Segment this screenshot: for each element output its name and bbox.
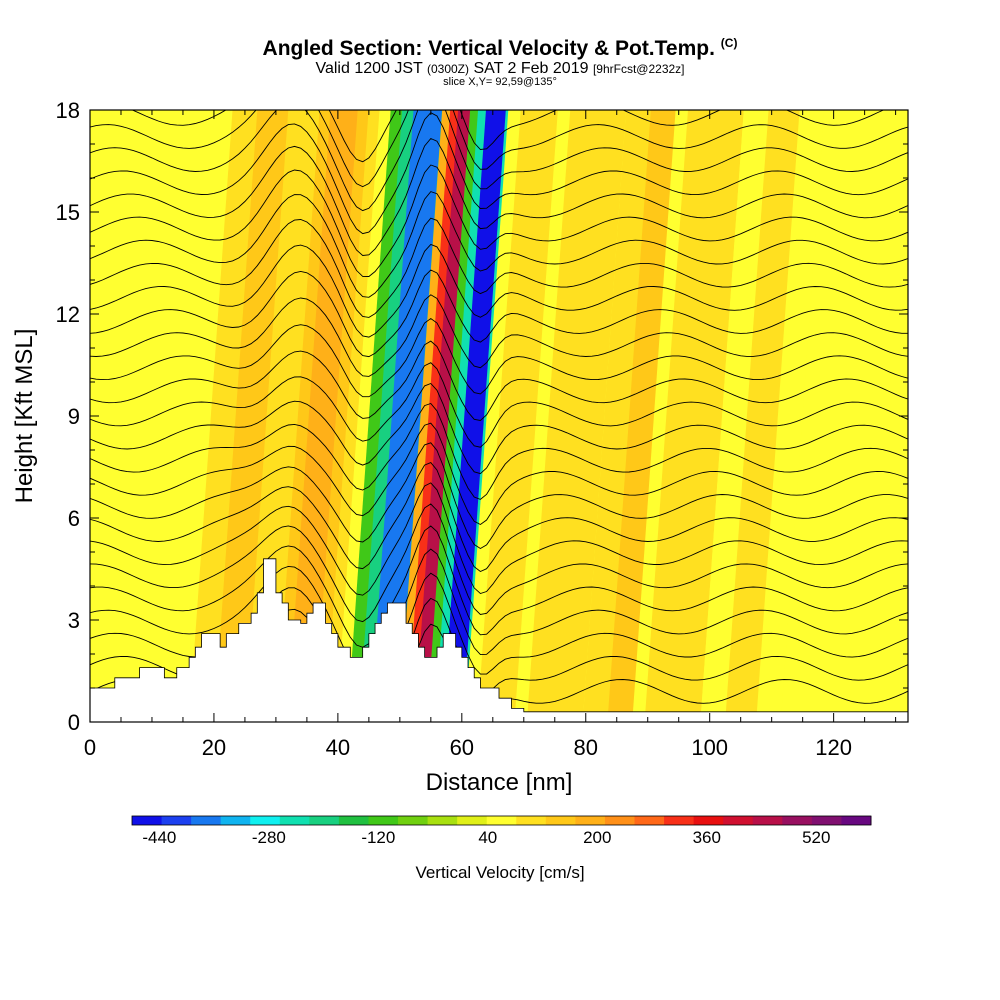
- x-tick-labels: 0 20 40 60 80 100 120: [84, 735, 852, 760]
- theta-contour: [131, 110, 885, 163]
- colorbar-swatch: [457, 816, 488, 825]
- velocity-band: [442, 110, 506, 722]
- x-tick-label: 120: [815, 735, 852, 760]
- theta-contour: [90, 317, 908, 398]
- theta-contour: [90, 294, 908, 377]
- colorbar-swatch: [664, 816, 695, 825]
- colorbar-swatch: [368, 816, 399, 825]
- velocity-band: [725, 110, 800, 722]
- y-tick-label: 9: [68, 404, 80, 429]
- colorbar-tick-label: 40: [478, 828, 498, 847]
- y-tick-label: 0: [68, 710, 80, 735]
- theta-contour: [90, 462, 908, 573]
- colorbar-swatch: [516, 816, 547, 825]
- x-tick-label: 40: [326, 735, 350, 760]
- colorbar: [131, 815, 872, 826]
- y-tick-label: 18: [56, 98, 80, 123]
- velocity-band: [370, 110, 442, 722]
- colorbar-swatch: [398, 816, 429, 825]
- colorbar-swatch: [841, 816, 872, 825]
- axis-ticks: [89, 109, 908, 723]
- velocity-band: [607, 110, 682, 722]
- velocity-band: [287, 110, 358, 722]
- colorbar-swatch: [338, 816, 369, 825]
- colorbar-swatch: [279, 816, 310, 825]
- theta-contours: [90, 110, 908, 722]
- colorbar-swatch: [132, 816, 163, 825]
- theta-contour: [90, 402, 908, 500]
- y-axis-label: Height [Kft MSL]: [11, 329, 38, 504]
- colorbar-swatch: [752, 816, 783, 825]
- theta-contour: [90, 110, 908, 188]
- colorbar-swatch: [220, 816, 251, 825]
- colorbar-tick-label: 360: [692, 828, 721, 847]
- y-tick-label: 15: [56, 200, 80, 225]
- colorbar-swatch: [693, 816, 724, 825]
- colorbar-tick-label: -440: [142, 828, 177, 847]
- colorbar-tick-label: 520: [802, 828, 831, 847]
- theta-contour: [90, 442, 908, 550]
- colorbar-swatch: [191, 816, 222, 825]
- colorbar-swatch: [486, 816, 517, 825]
- x-tick-label: 0: [84, 735, 96, 760]
- theta-contour: [90, 110, 908, 212]
- colorbar-swatch: [309, 816, 340, 825]
- x-tick-label: 60: [450, 735, 474, 760]
- theta-contour: [90, 362, 908, 448]
- x-tick-label: 20: [202, 735, 226, 760]
- x-tick-label: 100: [691, 735, 728, 760]
- theta-contour: [90, 164, 908, 277]
- theta-contour: [90, 422, 908, 526]
- colorbar-swatch: [575, 816, 606, 825]
- chart-slice-info: slice X,Y= 92,59@135°: [443, 76, 557, 88]
- colorbar-swatch: [545, 816, 576, 825]
- chart-valid-time: Valid 1200 JST (0300Z) SAT 2 Feb 2019 [9…: [315, 60, 685, 77]
- y-tick-label: 3: [68, 608, 80, 633]
- colorbar-swatch: [427, 816, 458, 825]
- theta-contour: [90, 269, 908, 358]
- colorbar-frame: [131, 815, 872, 826]
- colorbar-swatch: [782, 816, 813, 825]
- colorbar-swatch: [161, 816, 192, 825]
- velocity-band: [805, 110, 881, 722]
- colorbar-title: Vertical Velocity [cm/s]: [415, 863, 585, 882]
- colorbar-swatch: [604, 816, 636, 825]
- theta-contour: [90, 191, 908, 298]
- theta-contour: [90, 525, 908, 648]
- theta-contour: [90, 482, 908, 596]
- theta-contour: [90, 503, 908, 623]
- theta-contour: [90, 382, 908, 475]
- chart-title: Angled Section: Vertical Velocity & Pot.…: [262, 36, 738, 60]
- x-tick-label: 80: [574, 735, 598, 760]
- colorbar-swatch: [811, 816, 842, 825]
- velocity-field: [189, 110, 905, 722]
- terrain-profile: [90, 558, 908, 722]
- y-tick-label: 12: [56, 302, 80, 327]
- colorbar-tick-label: -120: [361, 828, 396, 847]
- theta-contour: [90, 548, 908, 673]
- velocity-band: [213, 110, 289, 722]
- velocity-band: [657, 110, 732, 722]
- colorbar-swatch: [723, 816, 754, 825]
- x-axis-label: Distance [nm]: [426, 769, 573, 796]
- y-tick-labels: 0 3 6 9 12 15 18: [56, 98, 80, 735]
- theta-contour: [90, 340, 908, 421]
- colorbar-tick-label: 200: [583, 828, 612, 847]
- y-tick-label: 6: [68, 506, 80, 531]
- theta-contour: [90, 112, 908, 235]
- theta-contour: [90, 243, 908, 338]
- colorbar-tick-label: -280: [251, 828, 286, 847]
- colorbar-swatch: [250, 816, 281, 825]
- theta-contour: [90, 137, 908, 256]
- theta-contour: [90, 217, 908, 318]
- colorbar-swatch: [634, 816, 665, 825]
